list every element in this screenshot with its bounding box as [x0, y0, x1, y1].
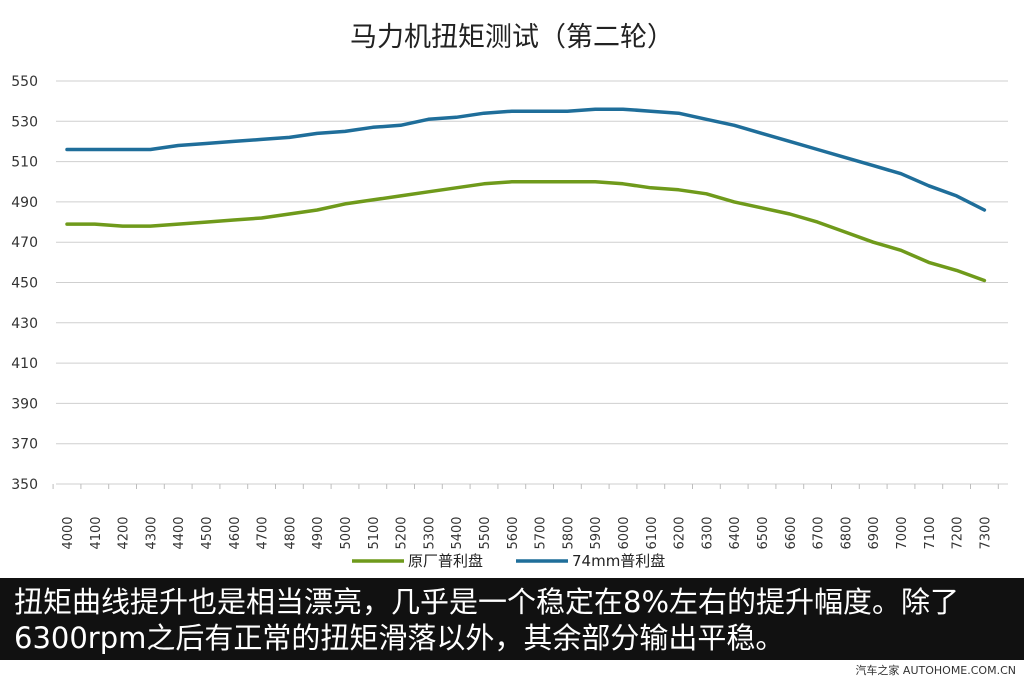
series-line-1	[65, 180, 987, 283]
x-tick-label: 6900	[867, 516, 882, 549]
x-axis-ticks: 4000 4100 4200 4300 4400 4500 4600 4700 4800 4900…	[52, 484, 999, 550]
watermark: 汽车之家 AUTOHOME.COM.CN	[855, 664, 1016, 677]
x-tick-label: 5400	[450, 516, 465, 549]
x-tick-label: 6700	[812, 516, 827, 549]
y-tick-label: 470	[11, 235, 38, 251]
x-tick-label: 5900	[589, 516, 604, 549]
legend: 原厂普利盘 74mm普利盘	[352, 552, 665, 570]
x-tick-label: 4300	[144, 516, 159, 549]
x-tick-label: 4600	[228, 516, 243, 549]
x-tick-label: 4800	[283, 516, 298, 549]
x-tick-label: 7000	[895, 516, 910, 549]
y-tick-label: 510	[11, 155, 38, 171]
x-tick-label: 6100	[645, 516, 660, 549]
x-tick-label: 7300	[978, 516, 993, 549]
y-tick-label: 430	[11, 316, 38, 332]
series-line-2	[65, 107, 987, 212]
y-tick-label: 410	[11, 356, 38, 372]
y-tick-label: 450	[11, 276, 38, 292]
x-tick-label: 4700	[256, 516, 271, 549]
x-tick-label: 6300	[700, 516, 715, 549]
y-tick-label: 370	[11, 437, 38, 453]
x-tick-label: 5500	[478, 516, 493, 549]
x-tick-label: 7200	[951, 516, 966, 549]
x-tick-label: 6600	[784, 516, 799, 549]
x-tick-label: 4200	[117, 516, 132, 549]
x-tick-label: 4400	[172, 516, 187, 549]
y-axis-ticks: 350 370 390 410 430 450 470 490 510 530 550	[11, 74, 38, 493]
x-tick-label: 4000	[61, 516, 76, 549]
x-tick-label: 5200	[395, 516, 410, 549]
y-tick-label: 530	[11, 114, 38, 130]
x-tick-label: 6000	[617, 516, 632, 549]
x-tick-label: 5800	[561, 516, 576, 549]
x-tick-label: 6200	[673, 516, 688, 549]
x-tick-label: 7100	[923, 516, 938, 549]
y-tick-label: 350	[11, 477, 38, 493]
x-tick-label: 4100	[89, 516, 104, 549]
x-tick-label: 5600	[506, 516, 521, 549]
x-tick-label: 5000	[339, 516, 354, 549]
x-tick-label: 5300	[422, 516, 437, 549]
y-tick-label: 550	[11, 74, 38, 90]
gridlines	[56, 80, 1008, 485]
caption-bar: 扭矩曲线提升也是相当漂亮，几乎是一个稳定在8%左右的提升幅度。除了6300rpm…	[0, 578, 1024, 660]
legend-label-2: 74mm普利盘	[572, 552, 665, 570]
y-tick-label: 490	[11, 195, 38, 211]
x-tick-label: 4900	[311, 516, 326, 549]
legend-label-1: 原厂普利盘	[408, 552, 483, 570]
y-tick-label: 390	[11, 396, 38, 412]
x-tick-label: 6400	[728, 516, 743, 549]
x-tick-label: 5700	[534, 516, 549, 549]
x-tick-label: 6500	[756, 516, 771, 549]
chart-title: 马力机扭矩测试（第二轮）	[350, 22, 674, 53]
x-tick-label: 6800	[839, 516, 854, 549]
x-tick-label: 5100	[367, 516, 382, 549]
series-layer	[65, 107, 987, 283]
caption-text: 扭矩曲线提升也是相当漂亮，几乎是一个稳定在8%左右的提升幅度。除了6300rpm…	[14, 585, 960, 655]
x-tick-label: 4500	[200, 516, 215, 549]
